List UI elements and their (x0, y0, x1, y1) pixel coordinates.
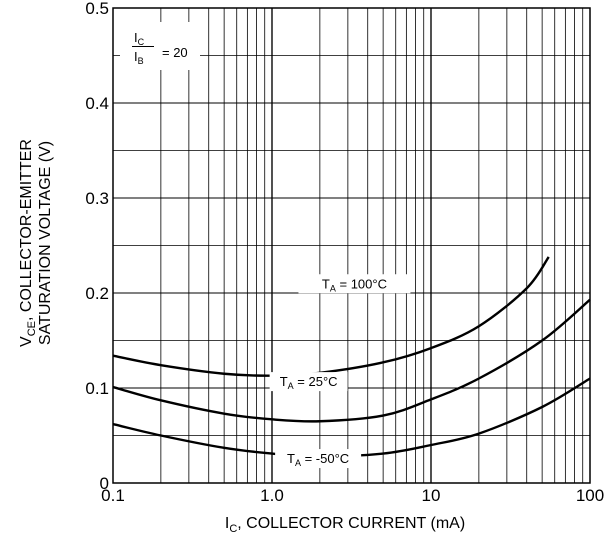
curve-label-background (298, 274, 411, 294)
grid-lines (113, 8, 590, 483)
annotation-value: = 20 (162, 45, 188, 60)
curve-ta-100c (112, 256, 550, 377)
y-tick-label: 0.4 (85, 94, 109, 113)
x-tick-label: 100 (576, 486, 604, 505)
y-tick-label: 0.3 (85, 189, 109, 208)
curve-ta-minus-50c (112, 377, 591, 458)
curve-label: TA = 25°C (280, 374, 338, 391)
x-axis-label: IC, COLLECTOR CURRENT (mA) (225, 515, 465, 533)
ratio-annotation: IC IB = 20 (120, 22, 200, 70)
curve-ta-25c (112, 298, 591, 423)
y-axis-label-line1: VCE, COLLECTOR-EMITTER (18, 139, 38, 347)
y-axis-label-line2: SATURATION VOLTAGE (V) (37, 141, 54, 345)
x-tick-label: 0.1 (101, 486, 125, 505)
y-tick-label: 0.5 (85, 0, 109, 18)
curve-label-background (275, 449, 362, 469)
y-tick-label: 0.1 (85, 379, 109, 398)
annotation-numerator: IC (134, 30, 145, 47)
curve-label: TA = -50°C (287, 451, 349, 468)
curve-label: TA = 100°C (322, 276, 387, 293)
y-tick-labels: 0 0.1 0.2 0.3 0.4 0.5 (85, 0, 109, 493)
y-tick-label: 0 (100, 474, 109, 493)
annotation-denominator: IB (134, 49, 144, 66)
curve-label-background (269, 372, 348, 392)
x-tick-label: 10 (422, 486, 441, 505)
curve-labels: TA = 100°C TA = 25°C TA = -50°C (269, 274, 411, 469)
x-tick-labels: 0.1 1.0 10 100 (101, 486, 604, 505)
y-tick-label: 0.2 (85, 284, 109, 303)
plot-frame (112, 7, 591, 484)
x-tick-label: 1.0 (260, 486, 284, 505)
